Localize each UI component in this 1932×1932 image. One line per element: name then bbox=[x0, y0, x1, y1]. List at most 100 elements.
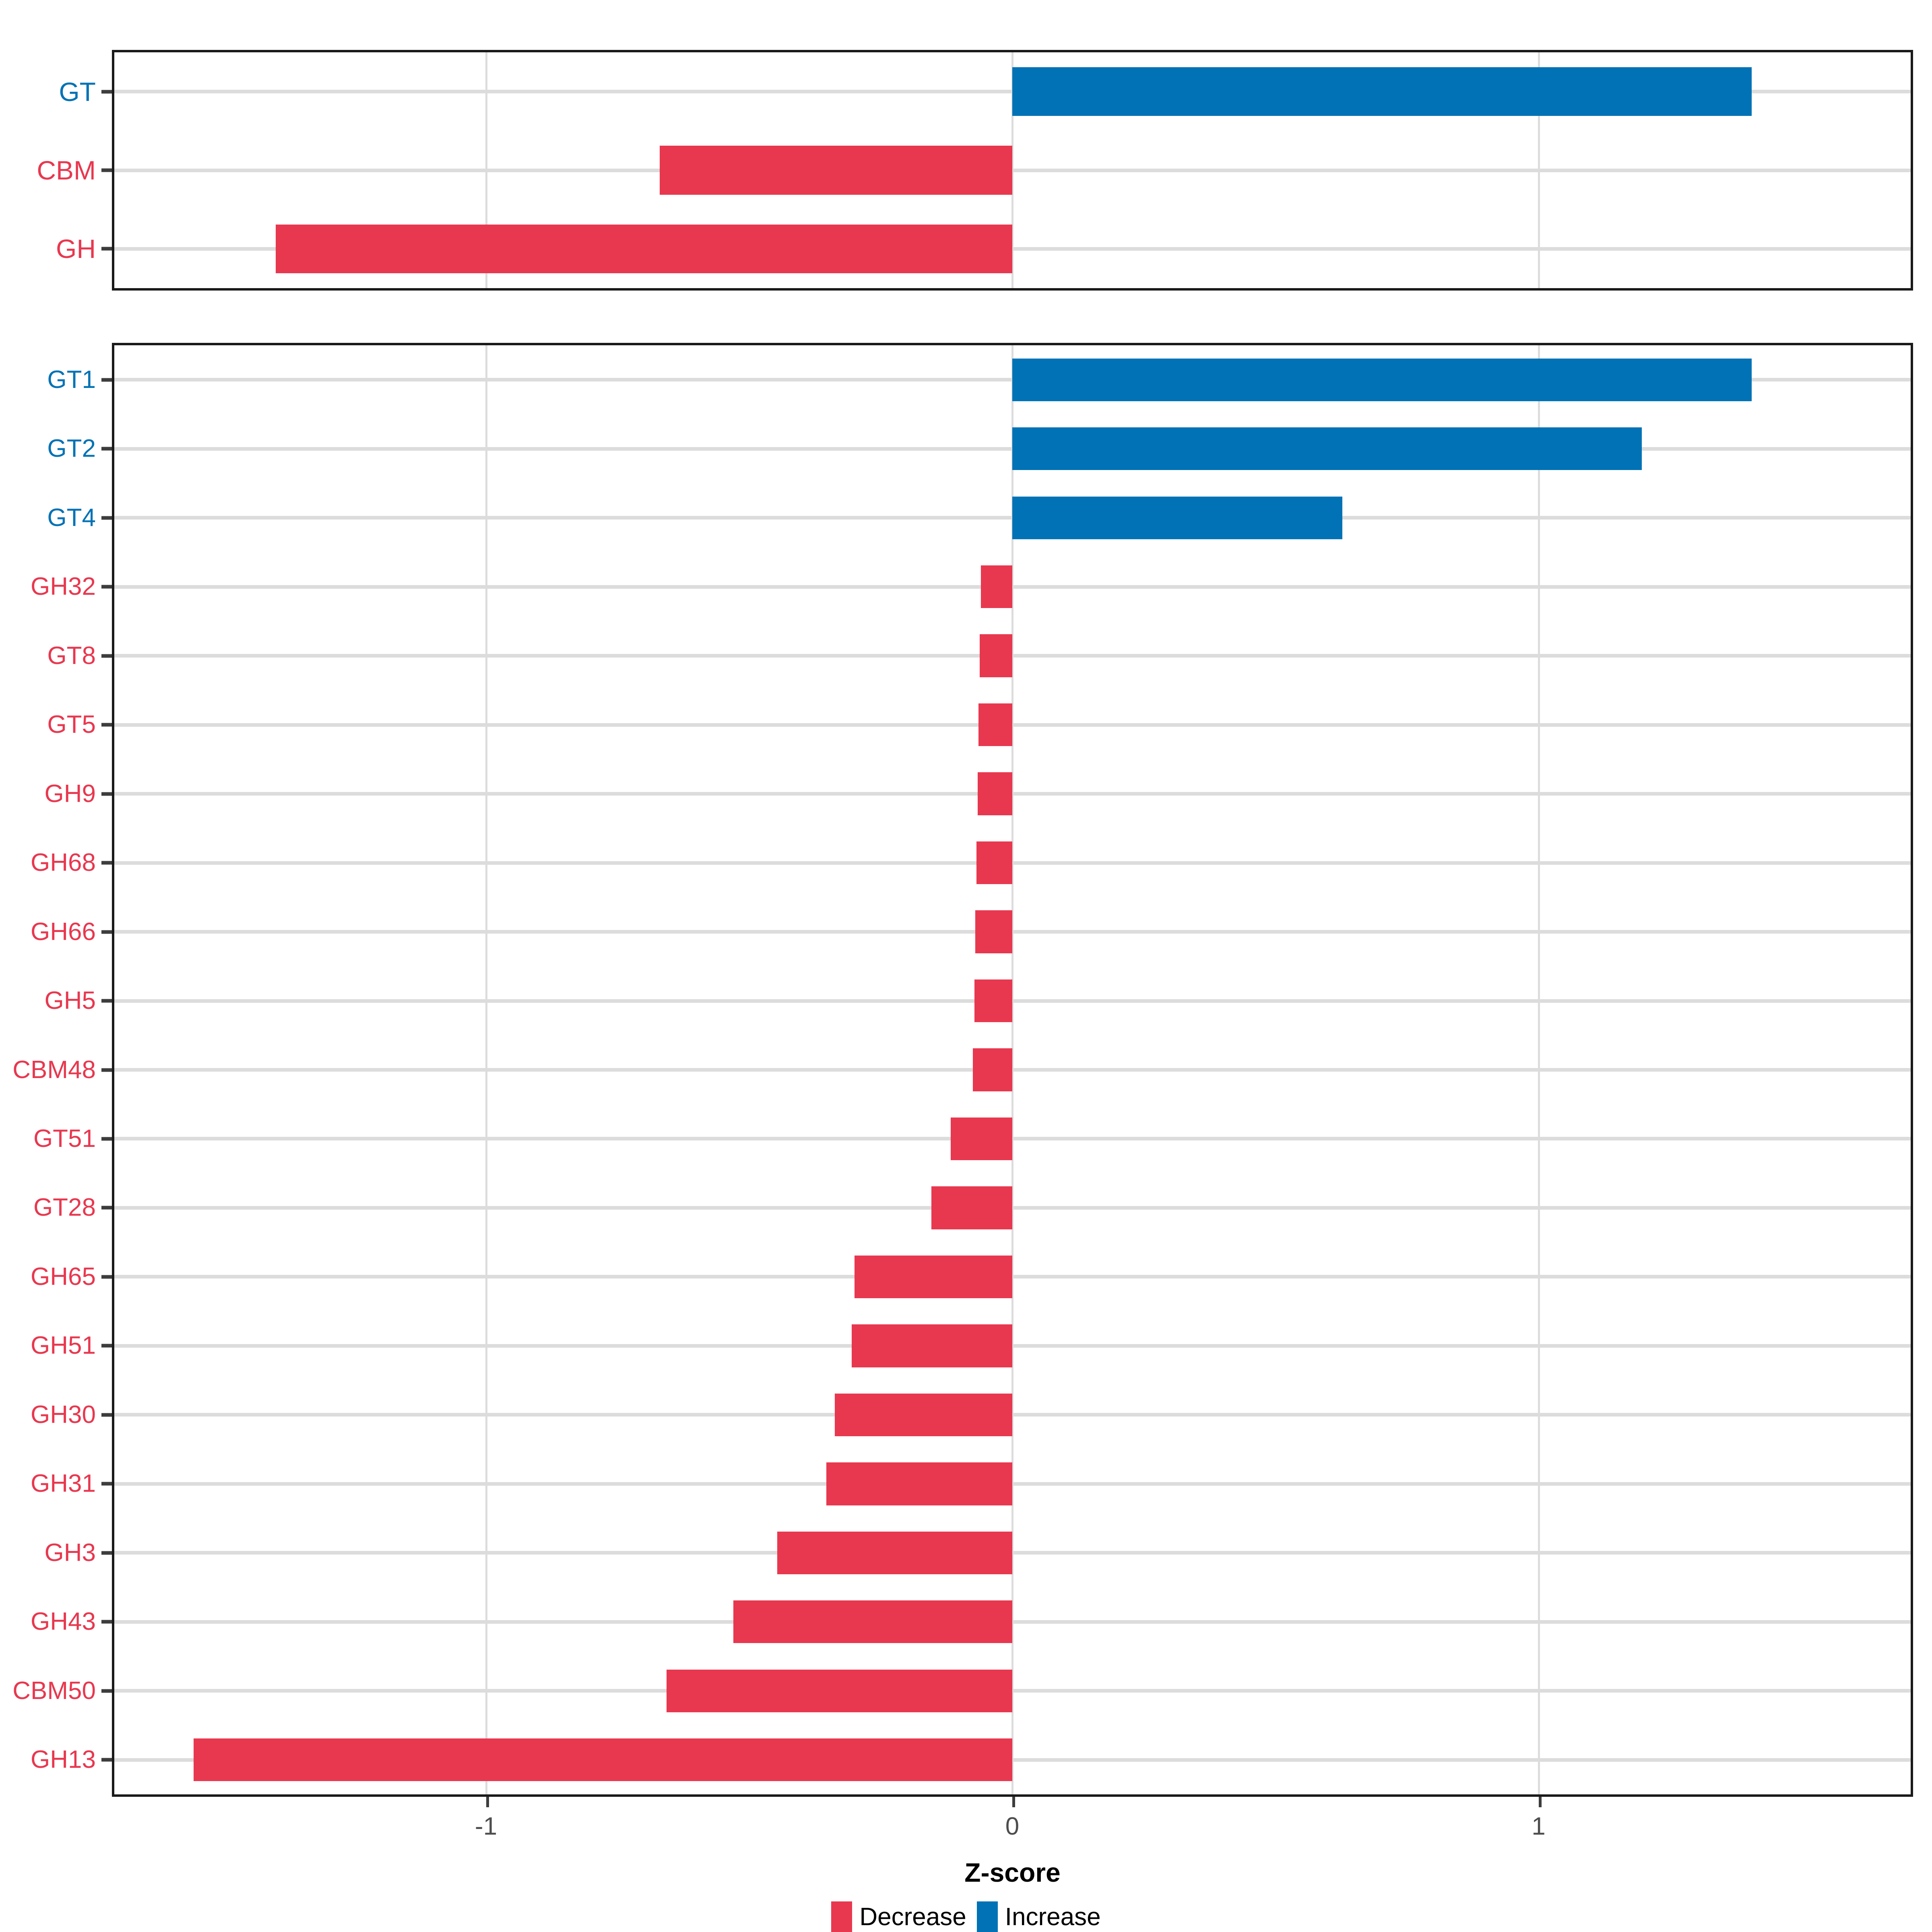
legend-item-decrease[interactable]: Decrease bbox=[831, 1901, 966, 1932]
y-axis-tick bbox=[101, 1482, 112, 1486]
bar-CBM[interactable] bbox=[659, 146, 1012, 195]
y-axis-label-GH66: GH66 bbox=[31, 918, 96, 946]
y-axis-label-GT28: GT28 bbox=[33, 1194, 96, 1222]
y-axis-tick bbox=[101, 168, 112, 172]
bar-GH9[interactable] bbox=[977, 772, 1012, 815]
bar-GH66[interactable] bbox=[975, 910, 1012, 953]
bar-GT28[interactable] bbox=[931, 1186, 1012, 1229]
bar-GT5[interactable] bbox=[978, 703, 1012, 746]
legend-item-increase[interactable]: Increase bbox=[976, 1901, 1101, 1932]
bar-GT[interactable] bbox=[1012, 67, 1752, 116]
y-axis-tick bbox=[101, 1758, 112, 1762]
bar-GH43[interactable] bbox=[733, 1600, 1012, 1643]
y-axis-tick bbox=[101, 1206, 112, 1210]
bar-GH30[interactable] bbox=[835, 1393, 1012, 1437]
y-axis-label-GT4: GT4 bbox=[47, 503, 96, 532]
gridline-horizontal bbox=[114, 1482, 1911, 1486]
x-axis-tick bbox=[486, 1797, 489, 1807]
y-axis-tick bbox=[101, 447, 112, 451]
y-axis-label-GH65: GH65 bbox=[31, 1262, 96, 1291]
y-axis-tick bbox=[101, 1620, 112, 1624]
y-axis-tick bbox=[101, 723, 112, 727]
y-axis-label-GH43: GH43 bbox=[31, 1608, 96, 1636]
y-axis-label-GT8: GT8 bbox=[47, 641, 96, 670]
legend-label-increase: Increase bbox=[1005, 1903, 1101, 1931]
gridline-horizontal bbox=[114, 654, 1911, 658]
y-axis-tick bbox=[101, 585, 112, 589]
y-axis-tick bbox=[101, 90, 112, 94]
y-axis-tick bbox=[101, 1344, 112, 1348]
y-axis-label-GT51: GT51 bbox=[33, 1124, 96, 1153]
y-axis-tick bbox=[101, 861, 112, 865]
legend-label-decrease: Decrease bbox=[859, 1903, 966, 1931]
y-axis-label-GH5: GH5 bbox=[44, 987, 96, 1015]
y-axis-label-GH: GH bbox=[56, 234, 96, 264]
y-axis-label-GT: GT bbox=[59, 76, 96, 107]
gridline-horizontal bbox=[114, 1344, 1911, 1348]
y-axis-label-GH68: GH68 bbox=[31, 849, 96, 877]
y-axis-tick bbox=[101, 654, 112, 658]
bar-GH13[interactable] bbox=[193, 1738, 1012, 1781]
legend: Decrease Increase bbox=[0, 1901, 1932, 1932]
y-axis-tick bbox=[101, 1068, 112, 1072]
bar-GH32[interactable] bbox=[980, 565, 1012, 608]
y-axis-tick bbox=[101, 1275, 112, 1279]
y-axis-tick bbox=[101, 792, 112, 796]
gridline-horizontal bbox=[114, 1206, 1911, 1210]
y-axis-tick bbox=[101, 516, 112, 520]
bar-CBM50[interactable] bbox=[666, 1669, 1012, 1712]
x-axis-tick-label: 0 bbox=[1005, 1812, 1020, 1840]
bar-CBM48[interactable] bbox=[972, 1048, 1012, 1091]
gridline-horizontal bbox=[114, 168, 1911, 172]
bar-GH31[interactable] bbox=[826, 1462, 1012, 1505]
panel-family-level bbox=[112, 343, 1913, 1797]
bar-GH5[interactable] bbox=[974, 979, 1012, 1023]
bar-GT8[interactable] bbox=[979, 634, 1012, 677]
y-axis-tick bbox=[101, 378, 112, 382]
y-axis-tick bbox=[101, 247, 112, 251]
gridline-horizontal bbox=[114, 585, 1911, 589]
y-axis-label-CBM50: CBM50 bbox=[12, 1676, 96, 1705]
gridline-horizontal bbox=[114, 1275, 1911, 1279]
gridline-horizontal bbox=[114, 1137, 1911, 1141]
y-axis-label-GH3: GH3 bbox=[44, 1538, 96, 1567]
legend-swatch-increase bbox=[976, 1901, 998, 1932]
y-axis-tick bbox=[101, 1413, 112, 1417]
gridline-horizontal bbox=[114, 1413, 1911, 1417]
gridline-horizontal bbox=[114, 1758, 1911, 1762]
y-axis-label-GT1: GT1 bbox=[47, 365, 96, 394]
bar-GT4[interactable] bbox=[1012, 496, 1342, 539]
y-axis-label-GT5: GT5 bbox=[47, 711, 96, 739]
bar-GT51[interactable] bbox=[951, 1117, 1012, 1161]
gridline-horizontal bbox=[114, 1620, 1911, 1624]
gridline-horizontal bbox=[114, 723, 1911, 727]
y-axis-tick bbox=[101, 1689, 112, 1693]
bar-GT1[interactable] bbox=[1012, 358, 1752, 401]
y-axis-label-CBM48: CBM48 bbox=[12, 1056, 96, 1084]
y-axis-tick bbox=[101, 999, 112, 1003]
bar-GT2[interactable] bbox=[1012, 427, 1642, 470]
bar-GH65[interactable] bbox=[854, 1255, 1012, 1299]
y-axis-tick bbox=[101, 1137, 112, 1141]
bar-GH51[interactable] bbox=[852, 1324, 1012, 1367]
gridline-horizontal bbox=[114, 247, 1911, 251]
gridline-horizontal bbox=[114, 861, 1911, 865]
x-axis-tick-label: -1 bbox=[475, 1812, 497, 1840]
y-axis-label-GH51: GH51 bbox=[31, 1332, 96, 1360]
y-axis-tick bbox=[101, 930, 112, 934]
bar-GH68[interactable] bbox=[976, 841, 1012, 885]
gridline-horizontal bbox=[114, 792, 1911, 796]
legend-swatch-decrease bbox=[831, 1901, 852, 1932]
y-axis-label-GT2: GT2 bbox=[47, 435, 96, 463]
gridline-horizontal bbox=[114, 930, 1911, 934]
panel-class-level bbox=[112, 50, 1913, 291]
gridline-horizontal bbox=[114, 1689, 1911, 1693]
y-axis-label-GH31: GH31 bbox=[31, 1470, 96, 1498]
y-axis-label-GH13: GH13 bbox=[31, 1746, 96, 1774]
y-axis-label-GH30: GH30 bbox=[31, 1400, 96, 1429]
bar-GH[interactable] bbox=[275, 224, 1012, 273]
y-axis-tick bbox=[101, 1551, 112, 1555]
bar-GH3[interactable] bbox=[777, 1531, 1012, 1574]
gridline-horizontal bbox=[114, 1551, 1911, 1555]
